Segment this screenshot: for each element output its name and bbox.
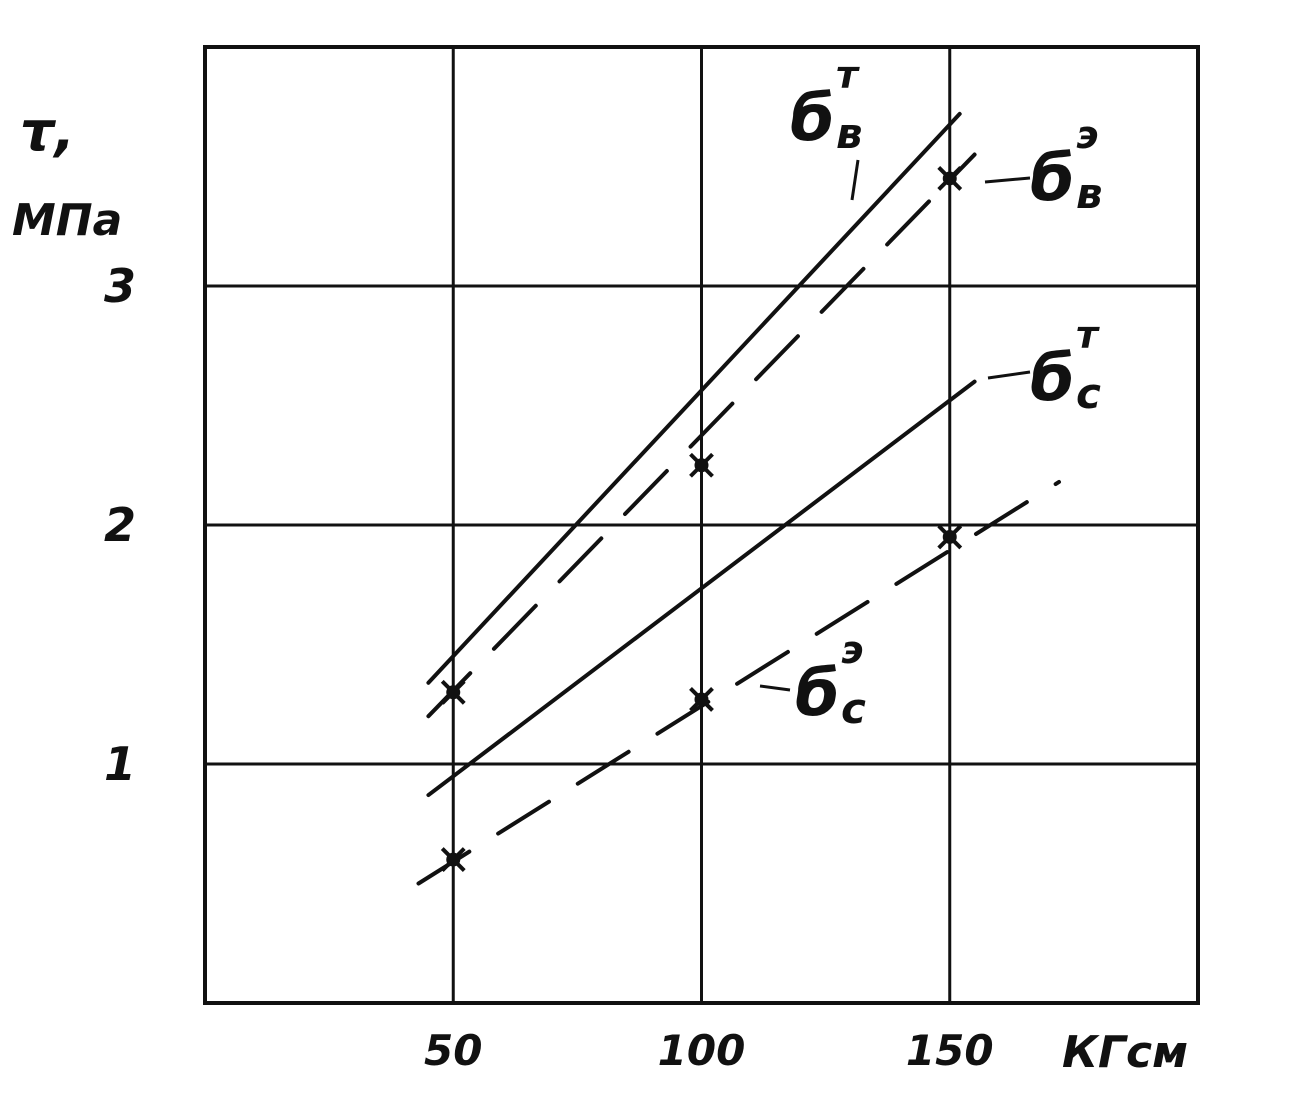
x-tick-label: 50	[424, 1026, 482, 1075]
data-point-cross	[937, 524, 963, 550]
data-point-cross	[440, 847, 466, 873]
y-tick-label: 2	[104, 498, 136, 552]
series-line	[426, 152, 977, 719]
series-label-main: б	[1030, 342, 1075, 416]
series-label-leader	[984, 176, 1031, 184]
series-label-sup: э	[841, 628, 864, 672]
series-label: бэс	[759, 628, 866, 733]
y-axis-unit: МПа	[12, 195, 122, 246]
series-label-leader	[987, 370, 1031, 380]
y-tick-label: 3	[104, 259, 136, 313]
series-line	[416, 479, 1061, 886]
series-label-main: б	[1030, 142, 1075, 216]
series-label-main: б	[790, 82, 835, 156]
series-label-sup: т	[836, 53, 860, 97]
grid	[203, 45, 1200, 1005]
series-line	[426, 111, 962, 685]
series-label-leader	[759, 684, 791, 692]
x-tick-label: 100	[658, 1026, 746, 1075]
series-label-leader	[850, 159, 860, 201]
y-tick-label: 1	[104, 737, 136, 791]
x-tick-label: 150	[906, 1026, 994, 1075]
y-axis-label: τ,	[20, 100, 75, 163]
data-point-cross	[689, 687, 714, 712]
series-label-main: б	[795, 657, 840, 731]
data-point-cross	[937, 166, 963, 191]
series-label-sup: т	[1076, 313, 1100, 357]
series-label-sub: с	[1076, 369, 1101, 418]
x-axis-unit: КГсм	[1062, 1027, 1188, 1078]
series-line	[426, 379, 977, 798]
series-label: бэв	[984, 113, 1103, 218]
data-point-cross	[689, 452, 714, 478]
series-label-sub: в	[836, 109, 863, 158]
series-label-sub: с	[841, 684, 866, 733]
series-label-sub: в	[1076, 169, 1103, 218]
series-layer	[416, 111, 1061, 886]
series-label-sup: э	[1076, 113, 1099, 157]
series-label: бтв	[790, 53, 863, 201]
data-point-cross	[440, 679, 466, 705]
series-label: бтс	[987, 313, 1101, 418]
